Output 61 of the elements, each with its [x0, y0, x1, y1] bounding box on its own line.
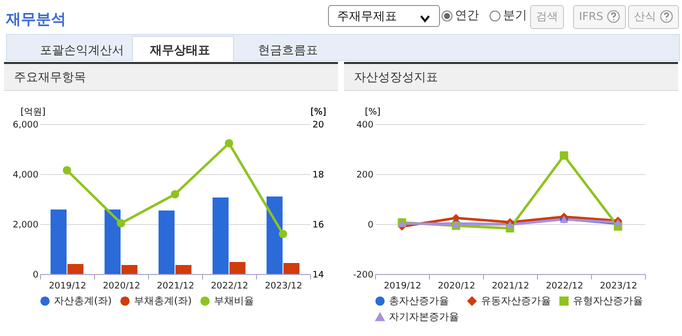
bar — [229, 262, 246, 274]
bar — [175, 265, 192, 274]
x-tick-label: 2020/12 — [102, 282, 140, 292]
legend-label: 자기자본증가율 — [389, 312, 459, 323]
y2-tick-label: 20 — [312, 120, 324, 130]
y2-tick-label: 18 — [312, 170, 324, 180]
y-tick-label: 400 — [356, 120, 374, 130]
y-tick-label: 0 — [368, 220, 374, 230]
bar — [283, 263, 300, 274]
x-tick-label: 2019/12 — [384, 282, 422, 292]
bar — [158, 210, 175, 274]
text: 산식 — [628, 5, 679, 29]
chart-title: 자산성장성지표 — [344, 64, 678, 91]
text: 연간 — [455, 7, 479, 24]
bar — [266, 196, 283, 274]
legend-label: 총자산증가율 — [389, 296, 449, 308]
text: 검색 — [530, 5, 564, 29]
x-tick-label: 2021/12 — [492, 282, 530, 292]
legend-label: 유형자산증가율 — [573, 296, 643, 308]
y2-tick-label: 16 — [312, 220, 324, 230]
legend-label: 부채총계(좌) — [134, 296, 192, 308]
text: 재무상태표 — [150, 42, 210, 59]
point — [278, 230, 288, 238]
point — [62, 166, 72, 174]
x-tick-label: 2023/12 — [600, 282, 638, 292]
bar — [104, 210, 121, 274]
bar — [212, 198, 229, 274]
x-tick-label: 2022/12 — [210, 282, 248, 292]
text: 주재무제표 — [328, 5, 440, 27]
bar — [50, 210, 67, 274]
y-tick-label: 0 — [32, 270, 39, 280]
point — [170, 190, 180, 198]
text: IFRS — [573, 5, 626, 29]
y2-axis-title: [%] — [310, 108, 326, 118]
x-tick-label: 2021/12 — [156, 282, 194, 292]
y-tick-label: 200 — [356, 170, 374, 180]
x-tick-label: 2020/12 — [438, 282, 476, 292]
y-tick-label: 4,000 — [12, 170, 39, 180]
chart-title: 주요재무항목 — [4, 64, 338, 91]
y-tick-label: -200 — [353, 270, 374, 280]
y2-tick-label: 14 — [312, 270, 324, 280]
y-tick-label: 6,000 — [12, 120, 39, 130]
legend-label: 부채비율 — [214, 296, 254, 308]
x-tick-label: 2022/12 — [546, 282, 584, 292]
text: 분기 — [503, 7, 527, 24]
point — [560, 151, 568, 160]
x-tick-label: 2019/12 — [48, 282, 86, 292]
y-tick-label: 2,000 — [12, 220, 39, 230]
legend-label: 유동자산증가율 — [481, 296, 551, 308]
point — [224, 139, 234, 148]
text: 현금흐름표 — [258, 42, 318, 59]
legend-label: 자산총계(좌) — [54, 296, 112, 308]
y-axis-title: [억원] — [20, 108, 46, 118]
y-axis-title: [%] — [364, 108, 380, 118]
point — [452, 214, 460, 222]
bar — [121, 265, 138, 274]
text: 포괄손익계산서 — [40, 42, 124, 59]
text: 재무분석 — [6, 10, 66, 29]
point — [116, 219, 126, 228]
x-tick-label: 2023/12 — [264, 282, 302, 292]
bar — [67, 264, 84, 274]
